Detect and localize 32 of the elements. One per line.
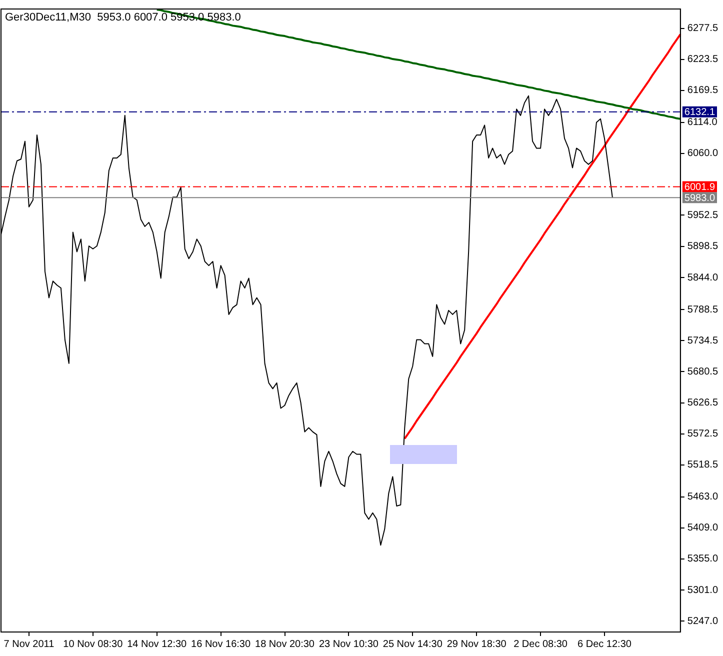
y-tick-label: 5626.5 xyxy=(687,398,718,409)
x-tick-label: 25 Nov 14:30 xyxy=(382,638,443,650)
x-tick-label: 2 Dec 08:30 xyxy=(514,638,568,650)
ref-line-label: 6001.9 xyxy=(684,182,716,194)
y-tick-label: 5409.0 xyxy=(687,522,718,534)
y-tick-label: 5463.0 xyxy=(687,492,718,503)
x-tick-label: 10 Nov 08:30 xyxy=(63,638,124,650)
y-tick-label: 6169.5 xyxy=(687,85,718,96)
y-tick-label: 6223.5 xyxy=(687,54,718,66)
y-tick-label: 5788.5 xyxy=(687,304,718,316)
y-tick-label: 5572.5 xyxy=(687,428,718,440)
y-tick-label: 5301.0 xyxy=(687,584,718,596)
y-tick-label: 5680.5 xyxy=(687,366,718,378)
x-tick-label: 18 Nov 20:30 xyxy=(255,638,315,650)
y-tick-label: 6114.0 xyxy=(687,117,718,128)
y-tick-label: 5518.5 xyxy=(687,460,718,471)
x-tick-label: 7 Nov 2011 xyxy=(4,638,55,650)
y-tick-label: 5898.5 xyxy=(687,241,718,252)
x-tick-label: 23 Nov 10:30 xyxy=(318,638,379,650)
y-tick-label: 5844.0 xyxy=(687,272,718,284)
y-tick-label: 5952.5 xyxy=(687,210,718,221)
y-tick-label: 5355.0 xyxy=(687,554,718,565)
y-tick-label: 6060.0 xyxy=(687,148,718,160)
x-tick-label: 6 Dec 12:30 xyxy=(578,638,632,650)
x-tick-label: 14 Nov 12:30 xyxy=(127,638,188,650)
y-tick-label: 5247.0 xyxy=(687,616,718,627)
x-tick-label: 16 Nov 16:30 xyxy=(191,638,251,650)
y-tick-label: 6277.5 xyxy=(687,23,718,34)
y-tick-label: 5734.5 xyxy=(687,335,718,346)
ref-line-label: 6132.1 xyxy=(684,107,716,118)
x-tick-label: 29 Nov 18:30 xyxy=(446,638,507,650)
ref-line-label: 5983.0 xyxy=(684,192,716,204)
